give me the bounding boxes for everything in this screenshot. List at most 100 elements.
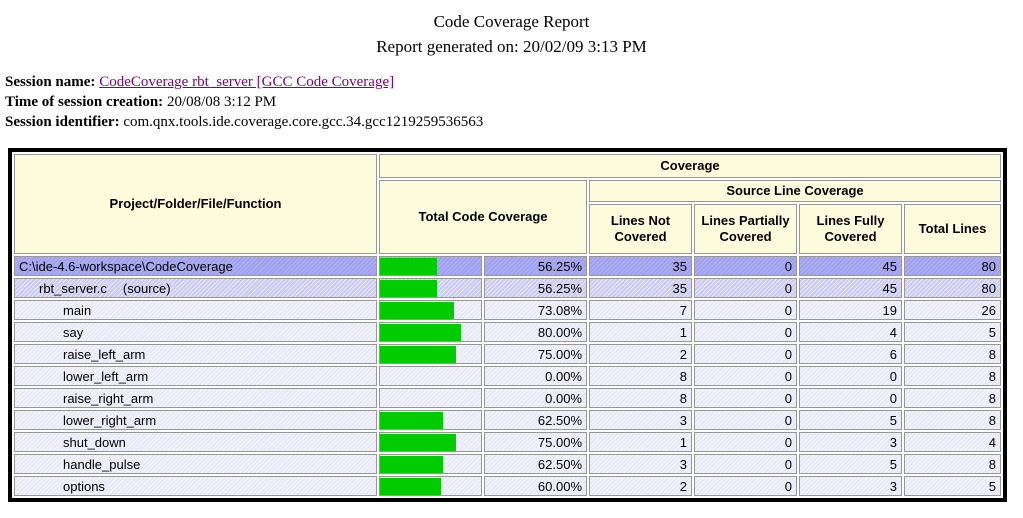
session-info: Session name: CodeCoverage rbt_server [G… [5, 72, 1023, 132]
lines-fully-covered-cell: 0 [799, 388, 902, 408]
row-name: C:\ide-4.6-workspace\CodeCoverage [19, 258, 233, 274]
row-name: say [63, 324, 84, 340]
lines-fully-covered-cell: 3 [799, 476, 902, 496]
lines-not-covered-cell: 35 [589, 256, 692, 276]
row-name: raise_right_arm [63, 390, 154, 406]
header-lines-not-covered: Lines Not Covered [589, 204, 692, 254]
row-name-cell: say [14, 322, 377, 342]
lines-fully-covered-cell: 3 [799, 432, 902, 452]
header-lines-fully-covered: Lines Fully Covered [799, 204, 902, 254]
table-row: handle_pulse 62.50% 3 0 5 8 [14, 454, 1001, 474]
total-lines-cell: 26 [904, 300, 1001, 320]
report-generated-line: Report generated on: 20/02/09 3:13 PM [376, 37, 647, 56]
lines-fully-covered-cell: 45 [799, 256, 902, 276]
coverage-bar [380, 455, 444, 473]
total-lines-cell: 8 [904, 344, 1001, 364]
coverage-percent-cell: 73.08% [484, 300, 587, 320]
row-name-cell: options [14, 476, 377, 496]
total-lines-cell: 5 [904, 476, 1001, 496]
lines-not-covered-cell: 7 [589, 300, 692, 320]
coverage-bar-cell [379, 410, 482, 430]
lines-partially-covered-cell: 0 [694, 454, 797, 474]
total-lines-cell: 8 [904, 366, 1001, 386]
coverage-bar [380, 433, 456, 451]
coverage-bar-cell [379, 476, 482, 496]
table-row: options 60.00% 2 0 3 5 [14, 476, 1001, 496]
lines-fully-covered-cell: 5 [799, 454, 902, 474]
total-lines-cell: 8 [904, 410, 1001, 430]
row-name: shut_down [63, 434, 126, 450]
coverage-percent-cell: 60.00% [484, 476, 587, 496]
row-name-cell: C:\ide-4.6-workspace\CodeCoverage [14, 256, 377, 276]
table-row: lower_left_arm 0.00% 8 0 0 8 [14, 366, 1001, 386]
lines-not-covered-cell: 3 [589, 454, 692, 474]
table-row: raise_left_arm 75.00% 2 0 6 8 [14, 344, 1001, 364]
lines-partially-covered-cell: 0 [694, 410, 797, 430]
coverage-bar [380, 323, 461, 341]
row-name-cell: raise_left_arm [14, 344, 377, 364]
lines-partially-covered-cell: 0 [694, 388, 797, 408]
session-identifier-line: Session identifier: com.qnx.tools.ide.co… [5, 112, 1023, 132]
row-name: rbt_server.c [39, 280, 107, 296]
coverage-bar [380, 411, 444, 429]
coverage-bar-cell [379, 322, 482, 342]
total-lines-cell: 80 [904, 256, 1001, 276]
session-identifier-value: com.qnx.tools.ide.coverage.core.gcc.34.g… [123, 114, 484, 130]
header-source-line-coverage: Source Line Coverage [589, 180, 1001, 202]
coverage-percent-cell: 0.00% [484, 388, 587, 408]
lines-partially-covered-cell: 0 [694, 256, 797, 276]
coverage-bar-cell [379, 388, 482, 408]
report-header: Code Coverage Report Report generated on… [0, 0, 1023, 59]
coverage-bar-cell [379, 300, 482, 320]
lines-not-covered-cell: 2 [589, 344, 692, 364]
lines-fully-covered-cell: 0 [799, 366, 902, 386]
table-row: C:\ide-4.6-workspace\CodeCoverage 56.25% 3… [14, 256, 1001, 276]
lines-partially-covered-cell: 0 [694, 322, 797, 342]
row-name-cell: lower_right_arm [14, 410, 377, 430]
lines-fully-covered-cell: 45 [799, 278, 902, 298]
table-row: rbt_server.c (source) 56.25% 35 0 45 80 [14, 278, 1001, 298]
row-name: handle_pulse [63, 456, 141, 472]
total-lines-cell: 8 [904, 454, 1001, 474]
coverage-bar-cell [379, 278, 482, 298]
row-name-cell: raise_right_arm [14, 388, 377, 408]
lines-not-covered-cell: 3 [589, 410, 692, 430]
coverage-bar [380, 345, 456, 363]
session-identifier-label: Session identifier: [5, 114, 120, 130]
total-lines-cell: 80 [904, 278, 1001, 298]
row-name-cell: handle_pulse [14, 454, 377, 474]
table-row: raise_right_arm 0.00% 8 0 0 8 [14, 388, 1001, 408]
coverage-bar [380, 257, 437, 275]
header-lines-partially-covered: Lines Partially Covered [694, 204, 797, 254]
table-row: lower_right_arm 62.50% 3 0 5 8 [14, 410, 1001, 430]
lines-not-covered-cell: 2 [589, 476, 692, 496]
row-name-cell: shut_down [14, 432, 377, 452]
total-lines-cell: 5 [904, 322, 1001, 342]
coverage-table-body: C:\ide-4.6-workspace\CodeCoverage 56.25% 3… [14, 256, 1001, 496]
lines-not-covered-cell: 35 [589, 278, 692, 298]
coverage-percent-cell: 56.25% [484, 278, 587, 298]
total-lines-cell: 8 [904, 388, 1001, 408]
row-name-cell: lower_left_arm [14, 366, 377, 386]
lines-partially-covered-cell: 0 [694, 432, 797, 452]
header-coverage: Coverage [379, 154, 1001, 178]
lines-fully-covered-cell: 19 [799, 300, 902, 320]
coverage-bar-cell [379, 432, 482, 452]
coverage-bar [380, 279, 437, 297]
lines-partially-covered-cell: 0 [694, 344, 797, 364]
lines-partially-covered-cell: 0 [694, 366, 797, 386]
total-lines-cell: 4 [904, 432, 1001, 452]
table-row: main 73.08% 7 0 19 26 [14, 300, 1001, 320]
session-name-line: Session name: CodeCoverage rbt_server [G… [5, 72, 1023, 92]
coverage-percent-cell: 0.00% [484, 366, 587, 386]
table-row: say 80.00% 1 0 4 5 [14, 322, 1001, 342]
row-name: lower_left_arm [63, 368, 149, 384]
lines-partially-covered-cell: 0 [694, 300, 797, 320]
row-name-cell: main [14, 300, 377, 320]
row-name-cell: rbt_server.c (source) [14, 278, 377, 298]
session-name-link[interactable]: CodeCoverage rbt_server [GCC Code Covera… [99, 74, 395, 90]
coverage-bar [380, 477, 441, 495]
lines-not-covered-cell: 1 [589, 432, 692, 452]
row-name: main [63, 302, 92, 318]
session-creation-label: Time of session creation: [5, 94, 164, 110]
